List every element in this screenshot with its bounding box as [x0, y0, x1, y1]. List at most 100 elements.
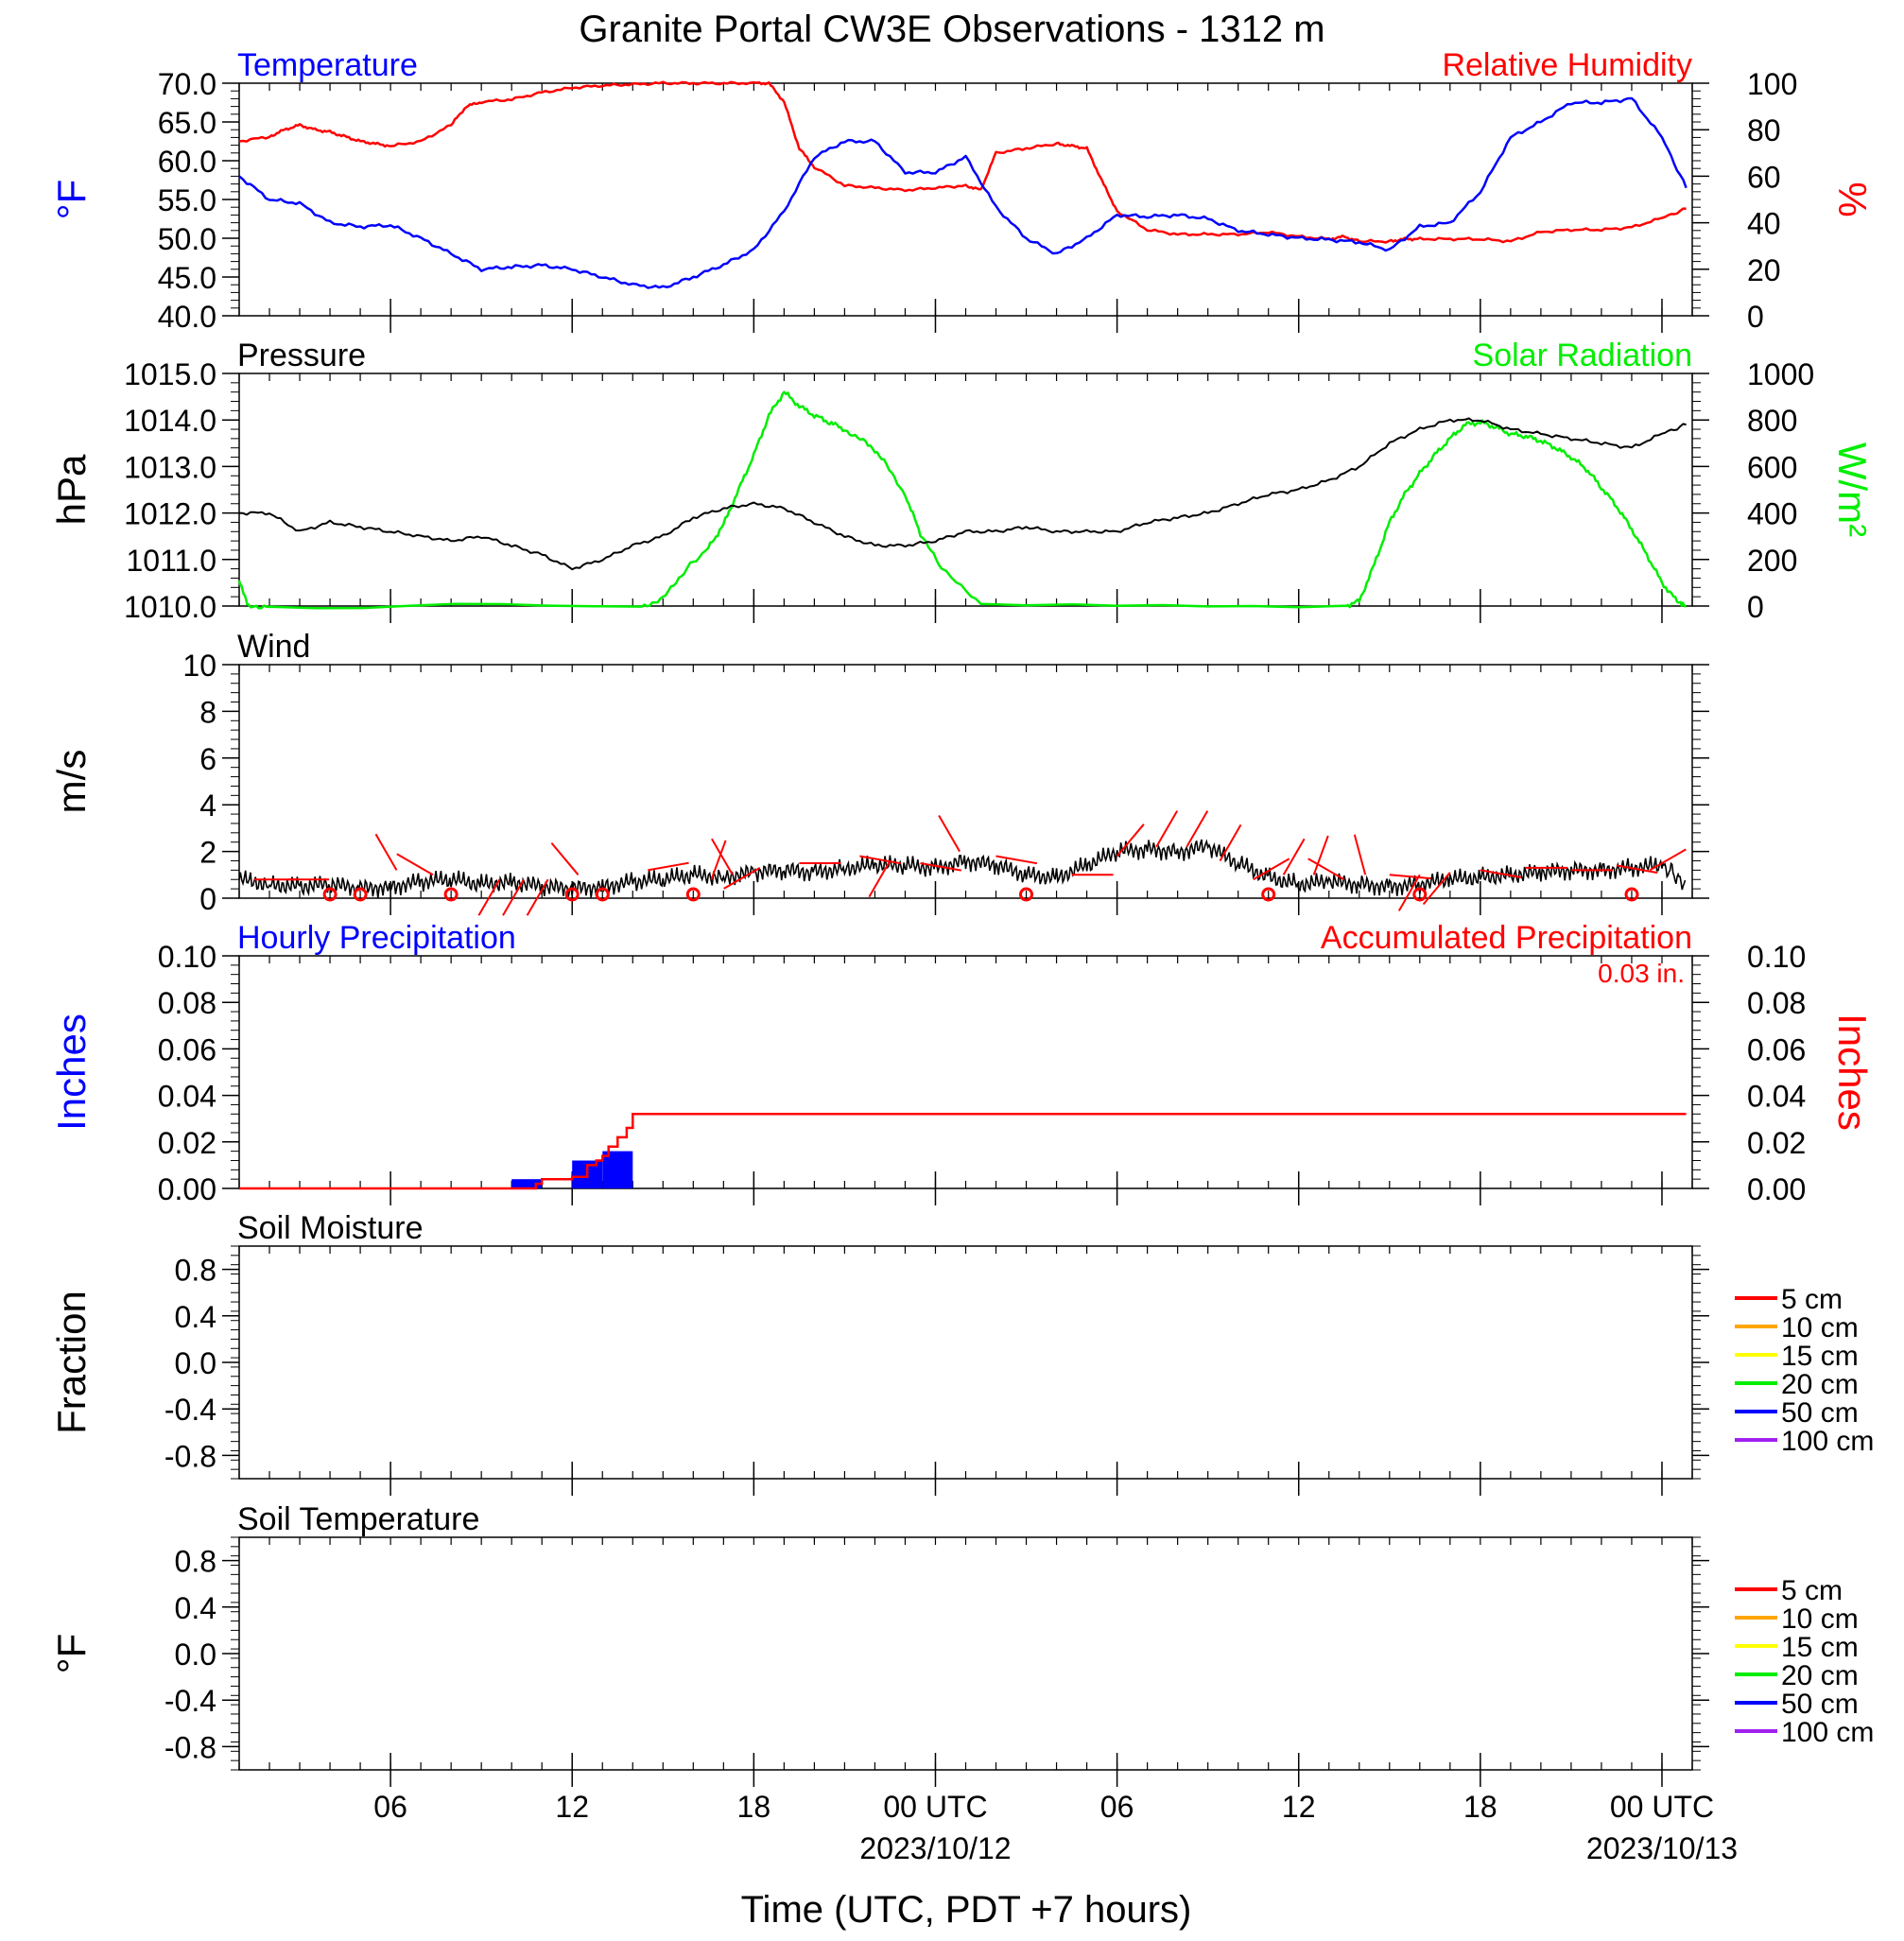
y-right-tick-label: 600 — [1747, 450, 1797, 484]
temperature-line — [238, 96, 1688, 289]
legend-label: 100 cm — [1781, 1717, 1874, 1748]
wind-barb — [995, 855, 1038, 865]
y-left-tick-label: -0.8 — [164, 1439, 216, 1473]
panel-right-title: Solar Radiation — [1473, 338, 1692, 373]
panel-wind: 10 8 6 4 2 0 Wind m/s — [49, 629, 1709, 916]
calm-wind-marker — [685, 887, 701, 902]
y-right-tick-label: 1000 — [1747, 357, 1814, 391]
panel-left-title: Hourly Precipitation — [237, 920, 516, 956]
calm-wind-marker — [1412, 887, 1428, 902]
y-left-tick-label: -0.8 — [164, 1730, 216, 1764]
calm-wind-marker — [322, 887, 338, 902]
y-left-axis-label: °F — [49, 1634, 94, 1673]
x-tick-label: 06 — [1100, 1790, 1134, 1824]
panel-left-title: Temperature — [237, 47, 418, 83]
legend-label: 5 cm — [1781, 1575, 1843, 1606]
y-right-axis-label: Inches — [1830, 1014, 1875, 1131]
y-right-tick-label: 0.04 — [1747, 1080, 1806, 1114]
wind-barb — [502, 878, 525, 916]
wind-barb — [1116, 823, 1145, 858]
wind-barb — [710, 840, 727, 880]
wind-barb — [396, 853, 434, 876]
x-tick-label: 18 — [737, 1790, 771, 1824]
y-left-tick-label: 0.00 — [158, 1172, 216, 1206]
y-right-tick-label: 40 — [1747, 207, 1781, 241]
wind-barb — [526, 878, 549, 916]
y-left-tick-label: 4 — [199, 789, 216, 823]
legend-label: 10 cm — [1781, 1312, 1859, 1343]
panel-pressure_solar: 1015.0 1014.0 1013.0 1012.0 1011.0 1010.0 1000… — [49, 338, 1875, 624]
wind-barb — [1186, 810, 1209, 848]
x-tick-label: 12 — [555, 1790, 589, 1824]
y-left-tick-label: -0.4 — [164, 1684, 216, 1718]
y-left-tick-label: 0.8 — [175, 1545, 216, 1579]
x-tick-label: 18 — [1463, 1790, 1497, 1824]
calm-wind-marker — [443, 887, 459, 902]
y-left-tick-label: 2 — [199, 836, 216, 870]
x-tick-label: 06 — [373, 1790, 407, 1824]
wind-barb — [1397, 874, 1421, 911]
y-right-axis-label: W/m² — [1830, 442, 1875, 537]
y-left-axis-label: m/s — [49, 750, 94, 814]
y-left-tick-label: 40.0 — [158, 300, 216, 334]
y-left-tick-label: 1014.0 — [124, 404, 216, 438]
y-left-tick-label: 0.04 — [158, 1080, 216, 1114]
y-left-tick-label: 1013.0 — [124, 450, 216, 484]
y-right-tick-label: 0 — [1747, 590, 1764, 624]
x-tick-date-label: 2023/10/13 — [1586, 1831, 1738, 1865]
y-right-tick-label: 60 — [1747, 160, 1781, 194]
wind-barb — [1282, 838, 1306, 875]
y-left-tick-label: 0 — [199, 882, 216, 916]
x-tick-label: 00 UTC — [1610, 1790, 1714, 1824]
wind-barb — [550, 841, 580, 875]
y-left-tick-label: 50.0 — [158, 222, 216, 256]
pressure-line — [238, 417, 1687, 571]
wind-barb — [1649, 848, 1687, 872]
y-left-tick-label: 0.06 — [158, 1032, 216, 1066]
legend-label: 20 cm — [1781, 1660, 1859, 1691]
wind-speed-line — [238, 839, 1687, 898]
y-left-tick-label: 55.0 — [158, 183, 216, 217]
y-left-axis-label: hPa — [49, 454, 94, 525]
y-left-axis-label: Fraction — [49, 1291, 94, 1434]
legend-label: 100 cm — [1781, 1426, 1874, 1457]
y-right-tick-label: 0.06 — [1747, 1032, 1806, 1066]
y-left-tick-label: 6 — [199, 742, 216, 776]
y-right-tick-label: 800 — [1747, 404, 1797, 438]
wind-barb — [711, 838, 734, 875]
legend-label: 15 cm — [1781, 1632, 1859, 1663]
y-left-tick-label: 8 — [199, 695, 216, 729]
x-tick-label: 12 — [1282, 1790, 1316, 1824]
panel-right-title: Relative Humidity — [1442, 47, 1692, 83]
y-left-tick-label: 1010.0 — [124, 590, 216, 624]
y-left-tick-label: 1011.0 — [127, 544, 217, 578]
y-left-tick-label: 10 — [182, 649, 216, 683]
figure-title: Granite Portal CW3E Observations - 1312 … — [579, 9, 1324, 50]
x-tick-label: 00 UTC — [883, 1790, 987, 1824]
panel-precip: 0.10 0.08 0.06 0.04 0.02 0.00 0.10 0.08 0.06 0.04… — [49, 920, 1875, 1206]
calm-wind-marker — [595, 887, 610, 902]
wind-barb — [648, 861, 689, 872]
legend-label: 5 cm — [1781, 1284, 1843, 1315]
y-left-tick-label: 0.02 — [158, 1126, 216, 1160]
y-right-tick-label: 0.10 — [1747, 940, 1806, 974]
calm-wind-marker — [353, 887, 368, 902]
wind-barb — [1480, 869, 1522, 878]
panel-left-title: Soil Temperature — [237, 1501, 479, 1537]
y-right-tick-label: 20 — [1747, 253, 1781, 287]
panel-left-title: Soil Moisture — [237, 1210, 424, 1246]
y-left-tick-label: 1012.0 — [124, 497, 216, 531]
wind-barb — [1219, 823, 1242, 862]
wind-barb — [868, 859, 891, 898]
y-left-tick-label: 65.0 — [158, 106, 216, 140]
y-right-tick-label: 400 — [1747, 497, 1797, 531]
x-axis-title: Time (UTC, PDT +7 hours) — [741, 1889, 1192, 1931]
panel-soil_moisture: 0.8 0.4 0.0 -0.4 -0.8 Soil Moisture Fraction 5 … — [49, 1210, 1874, 1496]
wind-barb — [1353, 834, 1367, 875]
wind-barb — [1389, 874, 1431, 880]
y-left-tick-label: 0.8 — [175, 1254, 216, 1288]
y-left-tick-label: 60.0 — [158, 145, 216, 179]
y-right-tick-label: 100 — [1747, 67, 1797, 101]
